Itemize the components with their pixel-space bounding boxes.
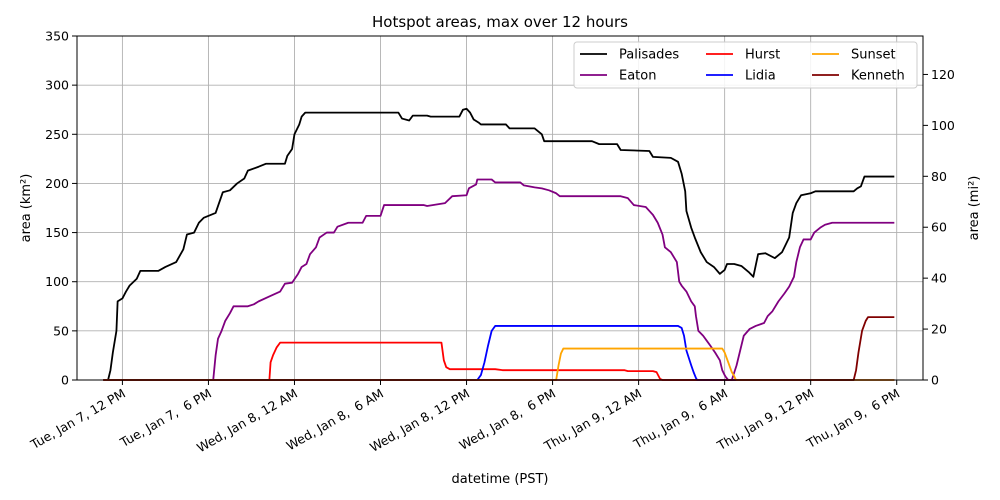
legend: Palisades Eaton Hurst Lidia Sunset Kenneth xyxy=(573,41,918,89)
y-axis-left: 0 50 100 150 200 250 300 350 xyxy=(45,29,77,388)
legend-label: Kenneth xyxy=(851,69,905,84)
plot-frame xyxy=(76,35,924,381)
series-line-hurst xyxy=(103,341,895,381)
y-tick-label-left: 200 xyxy=(45,176,69,191)
series-line-lidia xyxy=(103,325,895,381)
legend-item-lidia: Lidia xyxy=(706,69,776,84)
series-line-eaton xyxy=(103,178,895,381)
chart-title: Hotspot areas, max over 12 hours xyxy=(372,13,628,31)
x-tick-label: Thu, Jan 9, 12 PM xyxy=(714,386,817,454)
y-tick-label-left: 100 xyxy=(45,274,69,289)
y-tick-label-left: 350 xyxy=(45,29,69,44)
legend-label: Hurst xyxy=(745,48,780,63)
y-axis-label-right: area (mi²) xyxy=(967,176,982,241)
y-tick-label-right: 20 xyxy=(931,322,947,337)
series-lines xyxy=(103,107,895,381)
y-tick-label-right: 80 xyxy=(931,169,947,184)
legend-item-sunset: Sunset xyxy=(812,48,896,63)
y-tick-label-left: 150 xyxy=(45,225,69,240)
y-tick-label-right: 100 xyxy=(931,118,955,133)
legend-label: Palisades xyxy=(619,48,679,63)
legend-item-eaton: Eaton xyxy=(580,69,656,84)
y-tick-label-left: 0 xyxy=(61,373,69,388)
series-line-sunset xyxy=(103,347,895,381)
legend-item-kenneth: Kenneth xyxy=(812,69,905,84)
x-tick-label: Thu, Jan 9, 6 PM xyxy=(803,386,902,452)
series-line-palisades xyxy=(103,107,895,381)
y-tick-label-right: 40 xyxy=(931,271,947,286)
y-tick-label-right: 60 xyxy=(931,220,947,235)
legend-item-palisades: Palisades xyxy=(580,48,679,63)
y-tick-label-left: 300 xyxy=(45,78,69,93)
y-axis-label-left: area (km²) xyxy=(19,174,34,243)
y-tick-label-left: 250 xyxy=(45,127,69,142)
series-line-kenneth xyxy=(103,316,895,381)
y-tick-label-right: 120 xyxy=(931,67,955,82)
y-tick-label-right: 0 xyxy=(931,373,939,388)
legend-label: Sunset xyxy=(851,48,896,63)
legend-item-hurst: Hurst xyxy=(706,48,780,63)
legend-label: Eaton xyxy=(619,69,656,84)
x-axis-label: datetime (PST) xyxy=(452,472,549,487)
y-tick-label-left: 50 xyxy=(53,323,69,338)
y-axis-right: 0 20 40 60 80 100 120 xyxy=(923,67,955,388)
legend-label: Lidia xyxy=(745,69,776,84)
x-tick-label: Tue, Jan 7, 12 PM xyxy=(27,386,128,453)
